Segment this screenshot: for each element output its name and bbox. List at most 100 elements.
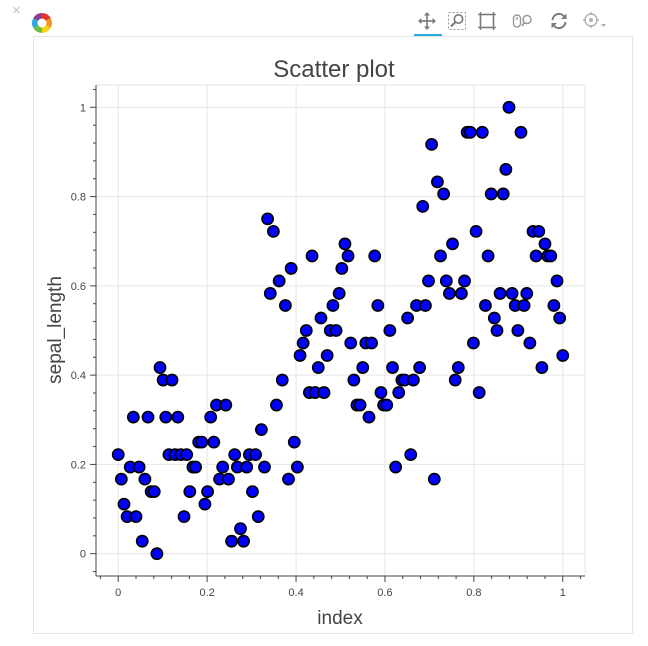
pan-tool-button[interactable]	[412, 6, 442, 36]
data-point[interactable]	[225, 534, 238, 548]
data-point[interactable]	[246, 485, 259, 499]
data-point[interactable]	[374, 386, 388, 399]
data-point[interactable]	[332, 287, 346, 300]
data-point[interactable]	[183, 485, 197, 499]
data-point[interactable]	[216, 460, 230, 474]
data-point[interactable]	[287, 435, 301, 449]
data-point[interactable]	[251, 510, 265, 524]
data-point[interactable]	[141, 410, 155, 424]
data-point[interactable]	[150, 547, 164, 561]
data-point[interactable]	[258, 460, 271, 474]
data-point[interactable]	[425, 137, 439, 151]
data-point[interactable]	[132, 460, 146, 474]
data-point[interactable]	[532, 225, 546, 238]
data-point[interactable]	[341, 249, 355, 263]
data-point[interactable]	[371, 299, 385, 312]
data-point[interactable]	[347, 373, 361, 387]
data-point[interactable]	[538, 237, 552, 251]
data-point[interactable]	[383, 324, 397, 337]
data-point[interactable]	[550, 274, 564, 288]
data-point[interactable]	[365, 336, 379, 350]
data-point[interactable]	[126, 410, 140, 424]
data-point[interactable]	[523, 336, 537, 350]
data-point[interactable]	[317, 386, 331, 399]
data-point[interactable]	[407, 373, 420, 387]
data-point[interactable]	[446, 237, 459, 251]
data-point[interactable]	[111, 448, 125, 461]
data-point[interactable]	[472, 386, 486, 399]
data-point[interactable]	[275, 373, 289, 387]
bokeh-logo-icon[interactable]	[31, 12, 53, 34]
data-point[interactable]	[481, 249, 495, 263]
data-point[interactable]	[338, 237, 352, 251]
data-point[interactable]	[254, 423, 268, 436]
data-point[interactable]	[437, 187, 451, 201]
data-point[interactable]	[448, 373, 462, 387]
data-point[interactable]	[282, 472, 295, 486]
data-point[interactable]	[305, 249, 319, 263]
data-point[interactable]	[484, 187, 498, 201]
data-point[interactable]	[159, 410, 173, 424]
data-point[interactable]	[353, 398, 367, 412]
data-point[interactable]	[547, 299, 561, 312]
data-point[interactable]	[490, 324, 504, 337]
data-point[interactable]	[270, 398, 283, 412]
box-select-tool-button[interactable]	[472, 6, 502, 36]
data-point[interactable]	[117, 497, 131, 511]
data-point[interactable]	[392, 386, 406, 399]
data-point[interactable]	[451, 361, 465, 374]
data-point[interactable]	[207, 435, 221, 449]
data-point[interactable]	[114, 472, 128, 486]
data-point[interactable]	[362, 410, 376, 424]
data-point[interactable]	[171, 410, 185, 424]
data-point[interactable]	[505, 287, 519, 300]
data-point[interactable]	[234, 522, 247, 536]
data-point[interactable]	[249, 448, 262, 461]
data-point[interactable]	[222, 472, 235, 486]
data-point[interactable]	[219, 398, 233, 412]
data-point[interactable]	[529, 249, 543, 263]
data-point[interactable]	[517, 299, 531, 312]
data-point[interactable]	[278, 299, 292, 312]
data-point[interactable]	[368, 249, 382, 263]
data-point[interactable]	[431, 175, 444, 189]
data-point[interactable]	[138, 472, 152, 486]
data-point[interactable]	[272, 274, 286, 288]
data-point[interactable]	[493, 287, 507, 300]
data-point[interactable]	[401, 311, 415, 325]
data-point[interactable]	[463, 125, 477, 139]
data-point[interactable]	[296, 336, 310, 350]
data-point[interactable]	[261, 212, 274, 226]
data-point[interactable]	[266, 225, 280, 238]
data-point[interactable]	[326, 299, 340, 312]
data-point[interactable]	[198, 497, 212, 511]
data-point[interactable]	[469, 225, 483, 238]
data-point[interactable]	[290, 460, 304, 474]
data-point[interactable]	[329, 324, 343, 337]
data-point[interactable]	[153, 361, 167, 374]
data-point[interactable]	[284, 262, 298, 275]
data-point[interactable]	[135, 534, 149, 548]
data-point[interactable]	[511, 324, 525, 337]
data-point[interactable]	[180, 448, 194, 461]
data-point[interactable]	[475, 125, 489, 139]
data-point[interactable]	[458, 274, 471, 288]
data-point[interactable]	[380, 398, 394, 412]
data-point[interactable]	[189, 460, 202, 474]
data-point[interactable]	[195, 435, 209, 449]
data-point[interactable]	[204, 410, 218, 424]
data-point[interactable]	[479, 299, 492, 312]
data-point[interactable]	[419, 299, 432, 312]
data-point[interactable]	[413, 361, 427, 374]
data-point[interactable]	[177, 510, 191, 524]
hover-tool-button[interactable]	[580, 6, 610, 36]
data-point[interactable]	[335, 262, 349, 275]
data-point[interactable]	[165, 373, 179, 387]
data-point[interactable]	[389, 460, 403, 474]
data-point[interactable]	[356, 361, 370, 374]
data-point[interactable]	[520, 287, 534, 300]
data-point[interactable]	[422, 274, 435, 288]
close-icon[interactable]: ×	[12, 2, 21, 19]
data-point[interactable]	[311, 361, 325, 374]
data-point[interactable]	[556, 349, 570, 362]
